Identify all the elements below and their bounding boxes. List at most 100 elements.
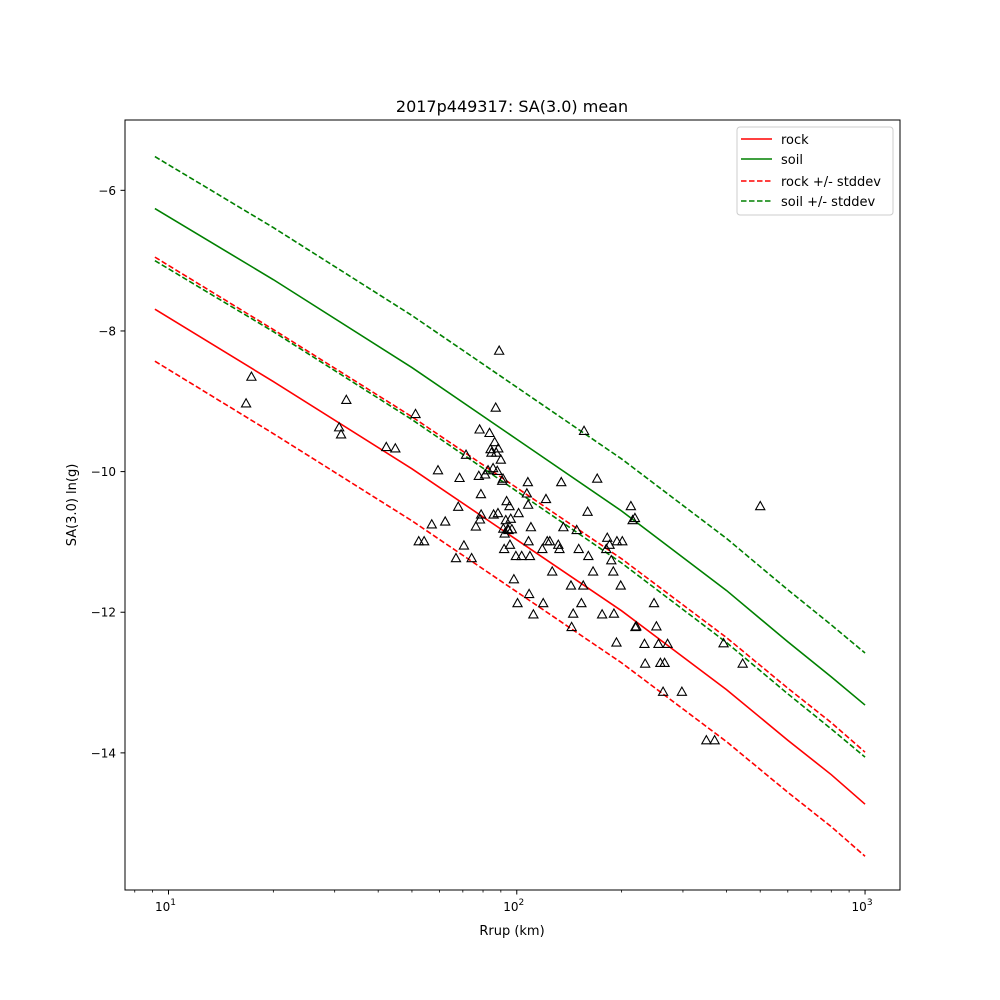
series-layer xyxy=(154,155,866,857)
observation-point xyxy=(501,495,513,506)
observation-point xyxy=(582,505,594,516)
observation-point xyxy=(458,539,470,550)
observation-point xyxy=(492,442,504,453)
observation-point xyxy=(511,597,524,608)
observation-point xyxy=(625,500,637,511)
observation-point xyxy=(718,637,730,648)
observation-points xyxy=(240,344,766,745)
observation-point xyxy=(506,523,518,534)
observation-point xyxy=(659,657,671,668)
observation-point xyxy=(605,554,617,565)
series-line-rock-stddev-lower xyxy=(154,360,866,857)
observation-point xyxy=(522,476,534,487)
observation-point xyxy=(475,488,487,499)
observation-point xyxy=(380,441,392,452)
x-tick-label-exponent: 1 xyxy=(170,898,176,908)
y-tick-label: −14 xyxy=(91,746,116,760)
observation-point xyxy=(552,539,564,549)
observation-point xyxy=(474,423,486,434)
observation-point xyxy=(676,685,688,696)
series-line-soil xyxy=(154,207,866,706)
observation-point xyxy=(493,344,505,355)
legend-entry-soil-stddev: soil +/- stddev xyxy=(741,195,876,210)
x-tick-label-exponent: 3 xyxy=(867,898,873,908)
observation-point xyxy=(470,520,482,531)
observation-point xyxy=(627,514,639,525)
observation-point xyxy=(652,638,665,649)
observation-point xyxy=(522,498,534,509)
observation-point xyxy=(638,638,650,649)
observation-point xyxy=(650,620,662,631)
observation-point xyxy=(578,425,590,435)
observation-point xyxy=(546,565,558,576)
observation-point xyxy=(483,427,496,438)
observation-point xyxy=(491,465,503,476)
observation-point xyxy=(335,428,347,439)
observation-point xyxy=(662,638,674,649)
observation-point xyxy=(523,588,535,599)
observation-point xyxy=(497,472,509,483)
observation-point xyxy=(452,501,464,511)
observation-point xyxy=(639,657,651,668)
observation-point xyxy=(616,535,628,546)
observation-point xyxy=(473,470,485,480)
chart-title: 2017p449317: SA(3.0) mean xyxy=(396,97,628,116)
y-tick-label: −6 xyxy=(98,184,116,198)
observation-point xyxy=(503,500,516,511)
observation-point xyxy=(536,543,548,554)
observation-point xyxy=(629,512,641,523)
observation-point xyxy=(527,608,539,619)
y-axis-label: SA(3.0) ln(g) xyxy=(65,464,80,547)
observation-point xyxy=(523,535,535,546)
observation-point xyxy=(409,408,422,419)
observation-point xyxy=(608,607,620,618)
observation-point xyxy=(340,394,352,405)
observation-point xyxy=(439,515,451,526)
observation-point xyxy=(754,500,766,511)
x-axis-label: Rrup (km) xyxy=(479,924,544,939)
series-line-rock-stddev-upper xyxy=(154,256,866,753)
observation-point xyxy=(418,535,430,546)
legend-label-rock: rock xyxy=(781,133,809,148)
observation-point xyxy=(573,543,585,554)
y-tick-label: −10 xyxy=(91,465,116,479)
observation-point xyxy=(482,464,494,475)
observation-point xyxy=(587,565,599,576)
observation-point xyxy=(504,539,516,549)
observation-point xyxy=(571,524,583,535)
observation-point xyxy=(553,543,565,554)
observation-point xyxy=(524,550,536,561)
legend-entry-rock: rock xyxy=(741,133,809,148)
plot-frame xyxy=(124,119,901,891)
observation-point xyxy=(615,579,627,590)
observation-point xyxy=(630,620,642,631)
observation-point xyxy=(604,539,616,549)
observation-point xyxy=(610,636,622,647)
observation-point xyxy=(607,565,619,576)
series-line-soil-stddev-lower xyxy=(154,259,866,758)
legend-entry-soil: soil xyxy=(741,153,803,168)
observation-point xyxy=(516,550,528,561)
observation-point xyxy=(389,442,401,453)
observation-point xyxy=(460,448,472,459)
observation-point xyxy=(657,685,669,696)
observation-point xyxy=(537,597,549,608)
legend-label-soil: soil xyxy=(781,153,803,168)
observation-point xyxy=(474,513,486,524)
observation-point xyxy=(737,657,749,668)
observation-point xyxy=(567,607,579,618)
observation-point xyxy=(489,436,501,447)
legend: rock soil rock +/- stddev soil +/- stdde… xyxy=(736,126,894,216)
observation-point xyxy=(466,552,478,563)
series-line-rock xyxy=(154,308,866,805)
observation-point xyxy=(591,472,603,483)
y-axis-ticks: −6 −8 −10 −12 −14 xyxy=(91,184,125,760)
observation-point xyxy=(490,401,502,412)
observation-point xyxy=(505,512,517,523)
observation-point xyxy=(488,508,500,519)
legend-entry-rock-stddev: rock +/- stddev xyxy=(741,175,881,190)
observation-point xyxy=(413,535,425,546)
legend-label-rock-stddev: rock +/- stddev xyxy=(781,175,881,190)
observation-point xyxy=(521,487,533,498)
